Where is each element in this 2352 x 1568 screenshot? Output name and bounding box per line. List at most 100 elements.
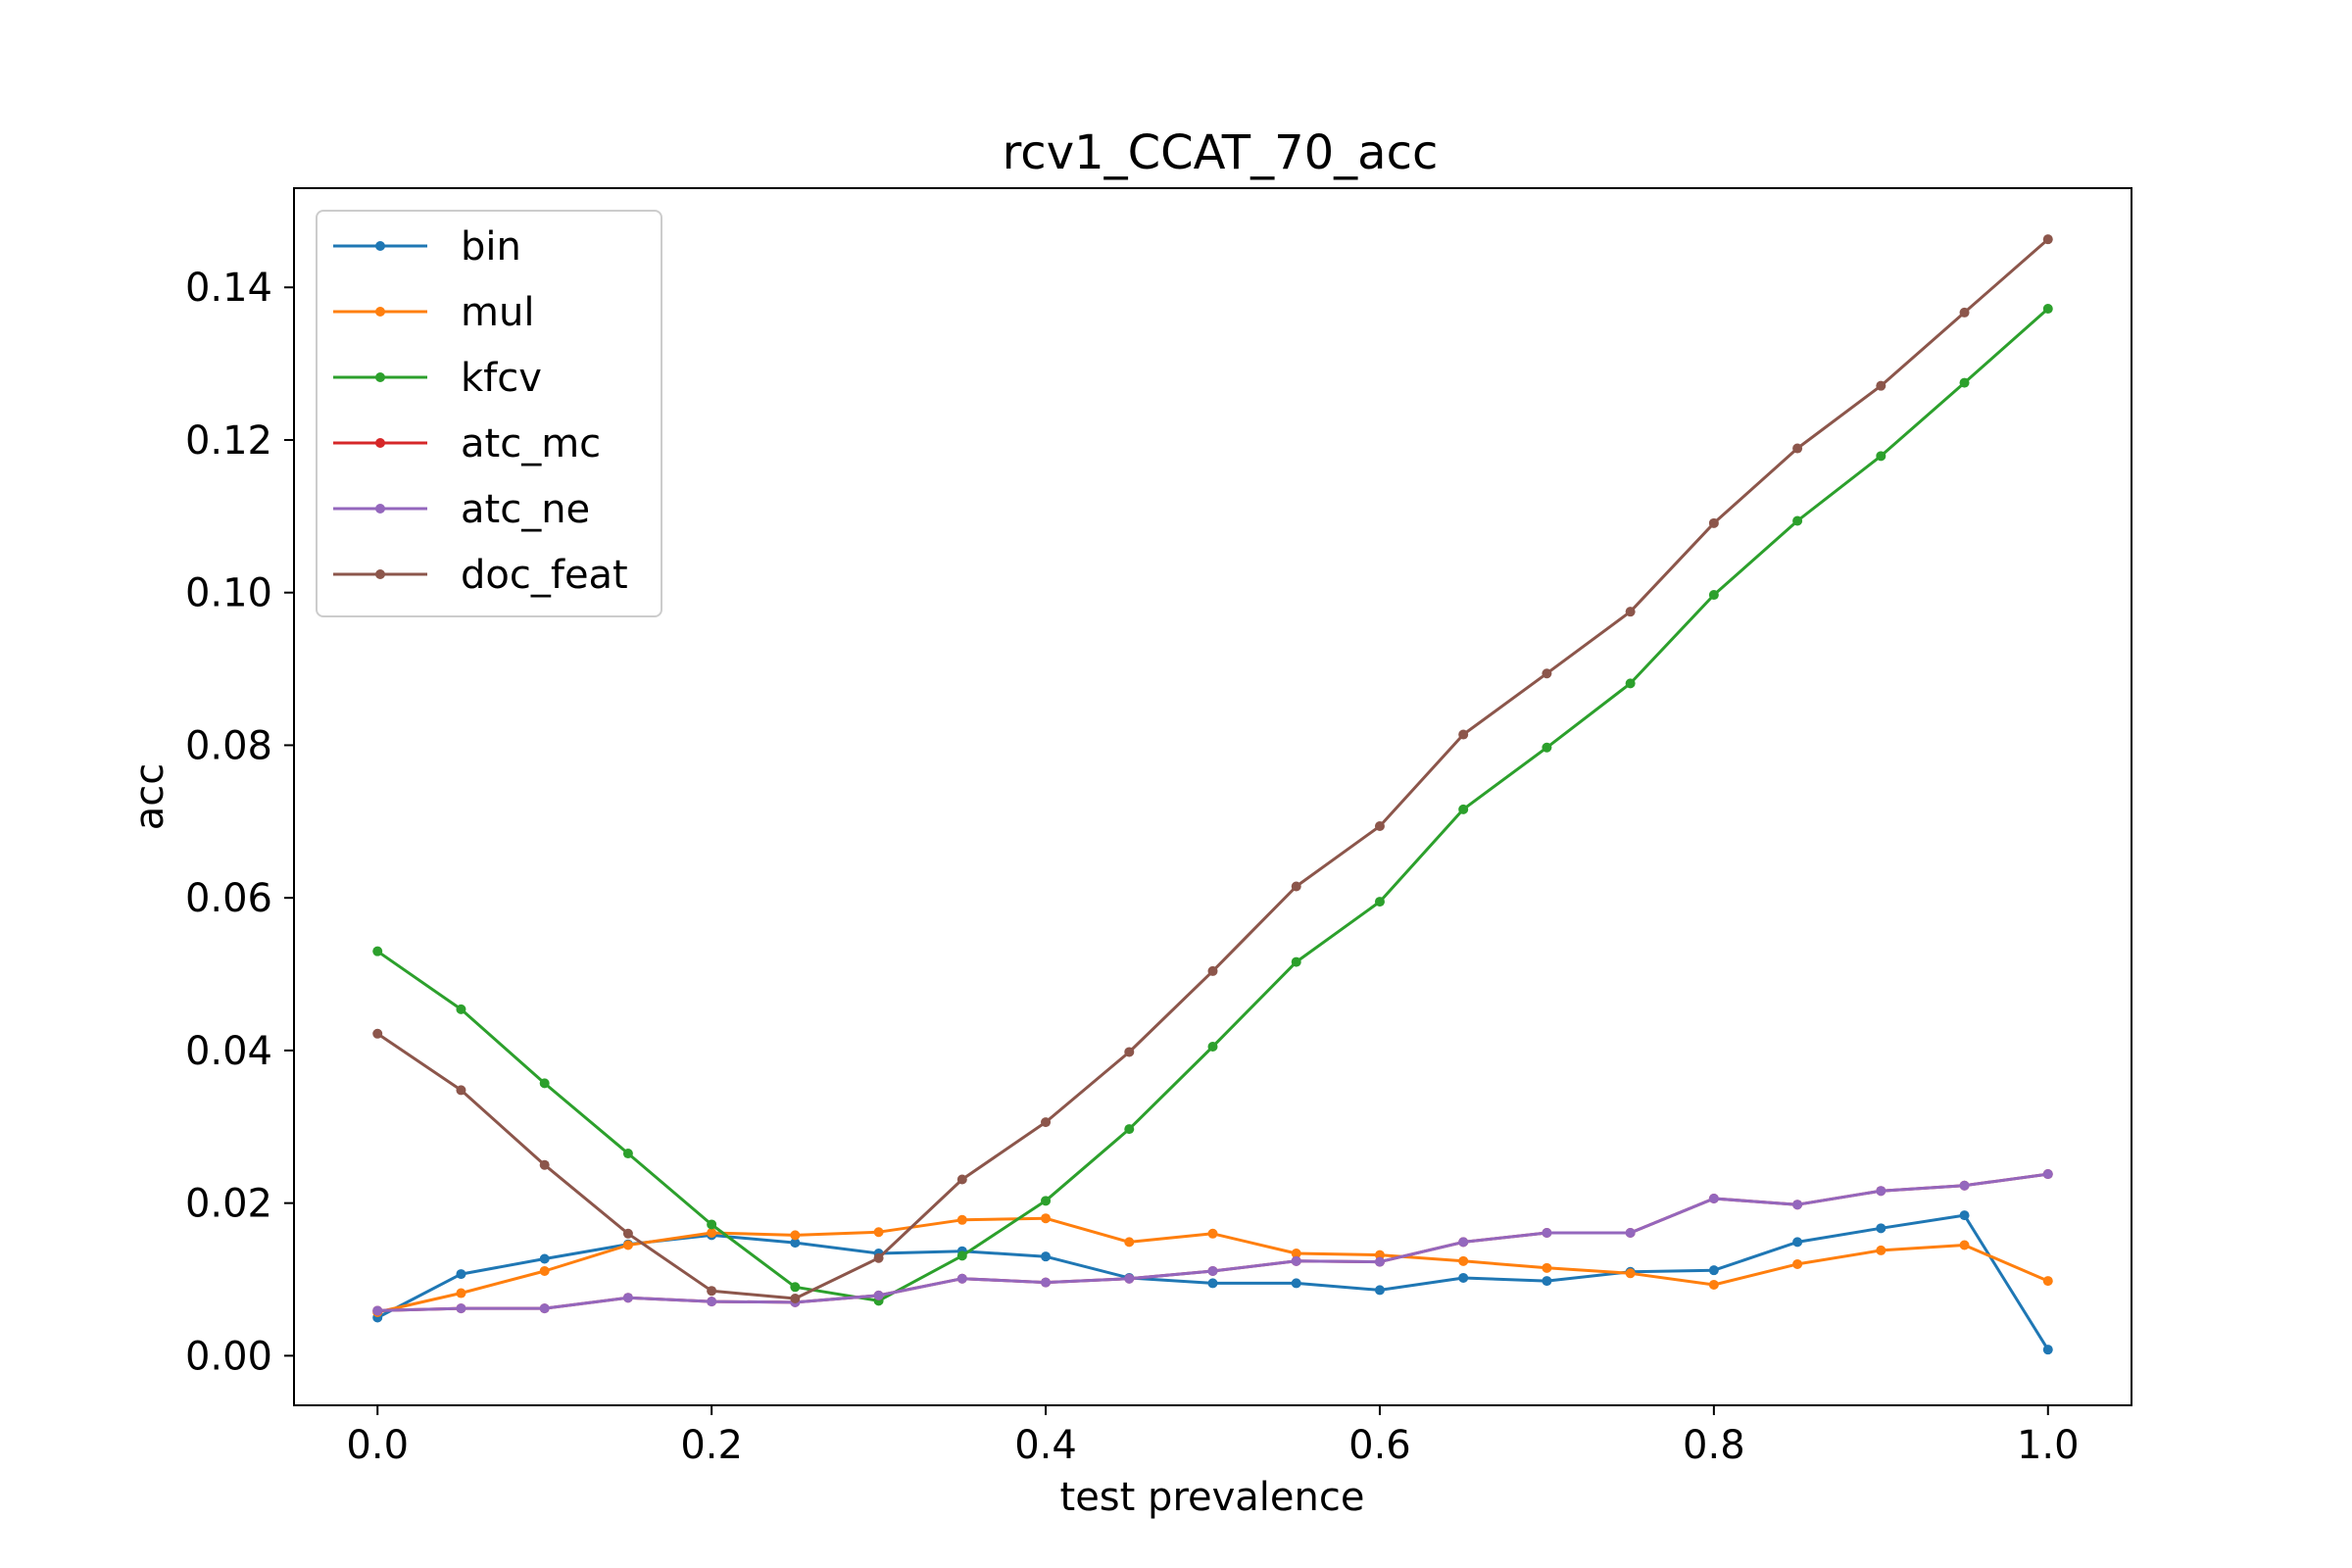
legend-marker [375, 241, 385, 251]
legend-label: bin [461, 224, 521, 270]
y-axis: 0.00 0.02 0.04 0.06 0.08 0.10 0.12 0.14 [185, 266, 294, 1379]
x-tick-label: 0.8 [1683, 1423, 1745, 1468]
series-doc-feat [372, 234, 2053, 1303]
data-point [1542, 1262, 1552, 1273]
data-point [1625, 1268, 1636, 1279]
data-point [873, 1290, 884, 1300]
data-point [456, 1004, 466, 1014]
data-point [456, 1269, 466, 1280]
legend-label: kfcv [461, 356, 542, 401]
data-point [1708, 1193, 1719, 1203]
data-point [2042, 1345, 2053, 1355]
data-point [1124, 1237, 1135, 1248]
data-point [873, 1252, 884, 1263]
data-point [1374, 820, 1385, 831]
legend-item: atc_mc [333, 421, 601, 466]
data-point [1625, 1228, 1636, 1239]
legend-label: mul [461, 290, 534, 335]
legend: bin mul kfcv atc_mc atc_ne doc_feat [316, 210, 662, 617]
data-point [1124, 1124, 1135, 1135]
data-point [956, 1214, 967, 1225]
y-tick-label: 0.08 [185, 723, 272, 768]
data-point [1876, 380, 1886, 391]
data-point [539, 1303, 550, 1314]
data-point [1708, 517, 1719, 528]
legend-marker [375, 504, 385, 514]
data-point [1625, 678, 1636, 689]
data-point [1792, 443, 1803, 454]
legend-item: bin [333, 224, 521, 270]
data-point [1708, 1265, 1719, 1276]
data-point [539, 1265, 550, 1276]
data-point [1374, 1285, 1385, 1296]
data-point [956, 1174, 967, 1185]
data-point [1041, 1196, 1052, 1206]
data-point [1041, 1117, 1052, 1128]
data-point [1876, 1223, 1886, 1234]
legend-item: mul [333, 290, 534, 335]
data-point [1207, 1278, 1218, 1289]
data-point [707, 1219, 717, 1230]
data-point [790, 1282, 801, 1293]
legend-marker [375, 438, 385, 448]
data-point [1876, 1245, 1886, 1255]
data-point [1207, 1042, 1218, 1053]
x-tick-label: 1.0 [2017, 1423, 2080, 1468]
data-point [372, 1305, 383, 1316]
data-point [1792, 1258, 1803, 1269]
series-atc-ne [372, 1169, 2053, 1316]
y-tick-label: 0.10 [185, 571, 272, 616]
data-point [707, 1228, 717, 1239]
data-point [1959, 307, 1970, 318]
series-kfcv [372, 304, 2053, 1306]
data-point [1374, 897, 1385, 907]
data-point [1959, 1210, 1970, 1221]
data-point [1291, 1278, 1301, 1289]
legend-marker [375, 569, 385, 579]
data-point [1792, 1237, 1803, 1248]
legend-label: atc_ne [461, 487, 590, 532]
data-point [1792, 1200, 1803, 1210]
data-point [1542, 668, 1552, 679]
data-point [1708, 1279, 1719, 1290]
data-point [622, 1240, 633, 1250]
data-point [707, 1286, 717, 1297]
data-point [1124, 1047, 1135, 1057]
data-point [790, 1293, 801, 1303]
data-point [790, 1238, 801, 1249]
data-point [1041, 1277, 1052, 1288]
legend-item: kfcv [333, 356, 542, 401]
data-point [372, 1028, 383, 1039]
y-tick-label: 0.14 [185, 266, 272, 311]
series-mul [372, 1213, 2053, 1318]
data-point [1291, 1255, 1301, 1266]
data-point [1959, 1180, 1970, 1191]
data-point [707, 1297, 717, 1307]
data-point [1124, 1273, 1135, 1284]
data-point [956, 1273, 967, 1284]
data-point [2042, 234, 2053, 245]
data-point [456, 1288, 466, 1298]
data-point [1876, 1186, 1886, 1197]
data-point [1374, 1250, 1385, 1260]
x-tick-label: 0.4 [1014, 1423, 1077, 1468]
series-layer [372, 234, 2053, 1355]
data-point [1959, 377, 1970, 388]
y-tick-label: 0.12 [185, 418, 272, 464]
data-point [2042, 1169, 2053, 1180]
data-point [1458, 1237, 1469, 1248]
data-point [1207, 1265, 1218, 1276]
y-tick-label: 0.04 [185, 1029, 272, 1074]
legend-marker [375, 307, 385, 317]
chart-title: rcv1_CCAT_70_acc [1003, 125, 1439, 180]
data-point [1458, 729, 1469, 740]
data-point [1542, 1276, 1552, 1287]
legend-label: doc_feat [461, 553, 628, 598]
data-point [2042, 304, 2053, 315]
data-point [1458, 1272, 1469, 1283]
data-point [622, 1228, 633, 1239]
data-point [1792, 515, 1803, 526]
data-point [1458, 1255, 1469, 1266]
data-point [1291, 956, 1301, 967]
x-axis: 0.0 0.2 0.4 0.6 0.8 1.0 [346, 1405, 2080, 1468]
